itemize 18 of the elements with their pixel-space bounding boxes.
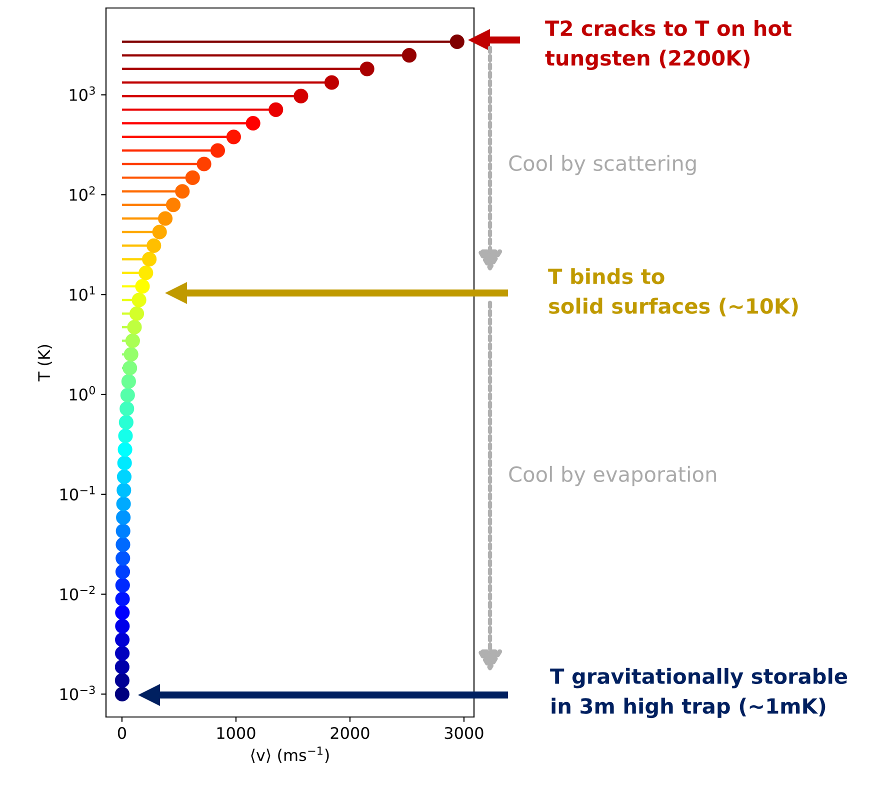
y-axis-title: T (K) bbox=[38, 344, 52, 382]
x-tick-label: 2000 bbox=[330, 727, 370, 740]
y-tick-label: 10$^{2}$ bbox=[70, 186, 95, 201]
y-tick-label: 10$^{−2}$ bbox=[60, 586, 95, 600]
y-tick-label: 10$^{3}$ bbox=[70, 86, 95, 101]
x-axis-title: ⟨v⟩ (ms$^{−1}$) bbox=[251, 746, 329, 764]
text: Cool by scattering bbox=[509, 154, 696, 176]
x-tick-label: 1000 bbox=[217, 727, 256, 740]
y-tick-label: 10$^{0}$ bbox=[70, 386, 96, 401]
x-tick-label: 3000 bbox=[444, 727, 484, 740]
y-tick-label: 10$^{−1}$ bbox=[60, 486, 95, 501]
text: T gravitationally storable in 3m high trap (~1mK) bbox=[550, 668, 848, 718]
y-tick-label: 10$^{−3}$ bbox=[60, 686, 95, 700]
x-tick-label: 0 bbox=[118, 727, 126, 740]
text: Cool by evaporation bbox=[509, 466, 716, 486]
text: T2 cracks to T on hot tungsten (2200K) bbox=[545, 20, 792, 70]
y-tick-label: 10$^{1}$ bbox=[70, 286, 95, 301]
text: T binds to solid surfaces (~10K) bbox=[548, 268, 798, 316]
